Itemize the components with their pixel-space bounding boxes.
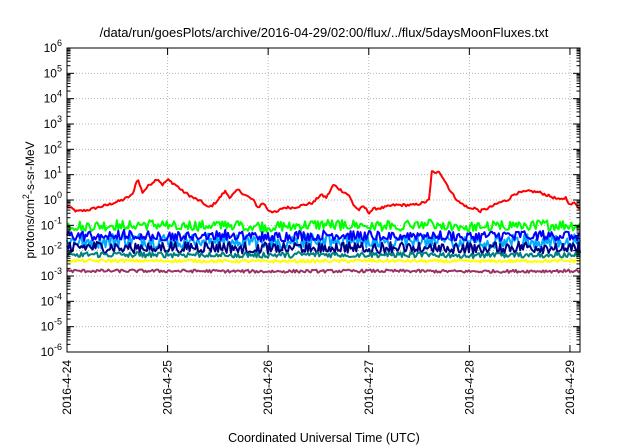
y-axis-label-rest: -s-sr-MeV xyxy=(23,141,37,194)
series-line-8 xyxy=(66,268,581,274)
y-tick-label: 100 xyxy=(44,190,62,207)
y-tick-exponent: 3 xyxy=(57,114,62,124)
chart-title: /data/run/goesPlots/archive/2016-04-29/0… xyxy=(100,25,549,40)
x-tick-label: 2016-4-24 xyxy=(60,360,74,415)
y-tick-base: 10 xyxy=(41,218,55,232)
y-tick-base: 10 xyxy=(41,244,55,258)
y-axis-label-sup: 2 xyxy=(21,194,31,199)
series-line-1 xyxy=(66,170,581,215)
y-tick-label: 105 xyxy=(44,63,62,80)
y-tick-exponent: -1 xyxy=(54,215,62,225)
series-line-4 xyxy=(66,229,581,244)
y-axis: 10-610-510-410-310-210-11001011021031041… xyxy=(41,38,580,359)
series-line-2 xyxy=(66,218,581,233)
y-tick-exponent: -2 xyxy=(54,241,62,251)
y-axis-label-base: protons/cm xyxy=(23,199,37,258)
y-tick-base: 10 xyxy=(44,92,58,106)
y-tick-base: 10 xyxy=(44,142,58,156)
y-tick-exponent: 5 xyxy=(57,63,62,73)
y-tick-exponent: -4 xyxy=(54,291,62,301)
x-tick-label: 2016-4-27 xyxy=(362,360,376,415)
y-tick-base: 10 xyxy=(44,168,58,182)
y-tick-base: 10 xyxy=(41,320,55,334)
y-tick-label: 10-2 xyxy=(41,241,62,258)
y-tick-label: 10-3 xyxy=(41,266,62,283)
series-line-6 xyxy=(66,251,581,259)
y-tick-label: 106 xyxy=(44,38,62,55)
y-tick-label: 104 xyxy=(44,89,62,106)
y-tick-exponent: 4 xyxy=(57,89,62,99)
y-tick-exponent: 1 xyxy=(57,165,62,175)
y-tick-base: 10 xyxy=(44,117,58,131)
y-tick-base: 10 xyxy=(41,294,55,308)
y-tick-label: 101 xyxy=(44,165,62,182)
y-tick-label: 10-4 xyxy=(41,291,62,308)
x-tick-label: 2016-4-25 xyxy=(161,360,175,415)
y-tick-exponent: -3 xyxy=(54,266,62,276)
y-tick-exponent: 6 xyxy=(57,38,62,48)
y-tick-label: 10-5 xyxy=(41,317,62,334)
x-tick-label: 2016-4-28 xyxy=(462,360,476,415)
series-line-7 xyxy=(66,258,581,264)
x-tick-label: 2016-4-26 xyxy=(261,360,275,415)
x-axis: 2016-4-24 2016-4-25 2016-4-26 2016-4-27 2016… xyxy=(60,48,577,415)
y-tick-exponent: 2 xyxy=(57,139,62,149)
y-tick-base: 10 xyxy=(41,345,55,359)
x-tick-label: 2016-4-29 xyxy=(563,360,577,415)
y-tick-base: 10 xyxy=(44,66,58,80)
y-tick-label: 102 xyxy=(44,139,62,156)
series-line-5 xyxy=(66,240,581,255)
y-tick-label: 10-6 xyxy=(41,342,62,359)
y-tick-exponent: -5 xyxy=(54,317,62,327)
y-tick-exponent: 0 xyxy=(57,190,62,200)
y-tick-label: 103 xyxy=(44,114,62,131)
y-tick-base: 10 xyxy=(41,269,55,283)
y-tick-exponent: -6 xyxy=(54,342,62,352)
data-series xyxy=(66,170,581,274)
y-tick-base: 10 xyxy=(44,193,58,207)
x-axis-label: Coordinated Universal Time (UTC) xyxy=(228,431,420,445)
y-axis-label: protons/cm2-s-sr-MeV xyxy=(21,141,37,258)
y-tick-base: 10 xyxy=(44,41,58,55)
y-tick-label: 10-1 xyxy=(41,215,62,232)
